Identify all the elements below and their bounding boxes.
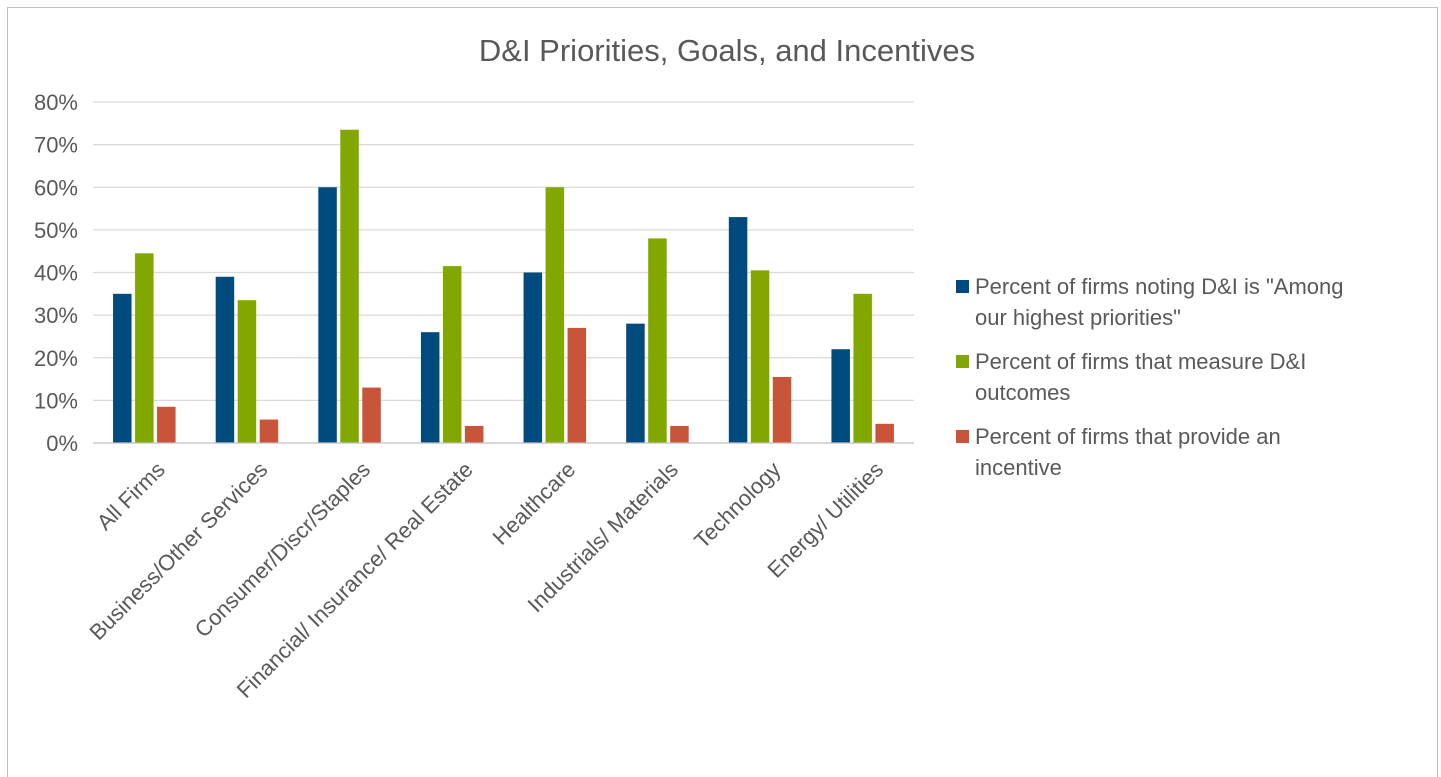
y-tick-label: 80% (34, 90, 78, 115)
y-tick-label: 50% (34, 218, 78, 243)
bar (567, 327, 587, 443)
bar (237, 300, 257, 443)
y-tick-label: 10% (34, 388, 78, 413)
bars (113, 129, 894, 444)
bar (750, 270, 770, 443)
bar (420, 332, 440, 443)
bar (545, 187, 565, 443)
y-tick-label: 20% (34, 346, 78, 371)
legend-item[interactable]: Percent of firms that measure D&I outcome… (956, 349, 1306, 405)
x-category-label: Business/Other Services (84, 457, 272, 645)
legend-label: our highest priorities" (975, 305, 1181, 330)
bar (259, 419, 279, 443)
x-category-label: Consumer/Discr/Staples (190, 457, 375, 642)
chart-title: D&I Priorities, Goals, and Incentives (479, 33, 975, 68)
legend-swatch (956, 355, 969, 368)
bar (626, 323, 645, 443)
legend-label: Percent of firms noting D&I is "Among (975, 274, 1344, 299)
x-category-label: All Firms (92, 457, 170, 535)
bar (875, 423, 894, 443)
y-tick-label: 60% (34, 175, 78, 200)
bar (772, 376, 792, 443)
bar (135, 253, 154, 443)
legend-label: incentive (975, 455, 1062, 480)
bar (362, 387, 381, 443)
legend[interactable]: Percent of firms noting D&I is "Among our… (956, 274, 1344, 480)
y-tick-label: 0% (46, 431, 78, 456)
bar (648, 238, 667, 443)
bar (340, 129, 359, 444)
bar (523, 272, 543, 443)
bar (157, 406, 176, 443)
bar (728, 217, 748, 443)
bar (113, 293, 132, 443)
bar (831, 349, 850, 443)
bar (442, 266, 462, 443)
bar (464, 425, 484, 443)
y-tick-label: 40% (34, 261, 78, 286)
legend-item[interactable]: Percent of firms that provide an incentiv… (956, 424, 1281, 480)
legend-label: outcomes (975, 380, 1070, 405)
x-category-label: Technology (689, 457, 785, 553)
y-axis-ticks: 0% 10% 20% 30% 40% 50% 60% 70% 80% (34, 90, 78, 456)
legend-swatch (956, 280, 969, 293)
y-tick-label: 30% (34, 303, 78, 328)
legend-swatch (956, 430, 969, 443)
bar (318, 187, 337, 443)
bar (670, 425, 689, 443)
x-category-label: Healthcare (487, 457, 580, 550)
legend-label: Percent of firms that measure D&I (975, 349, 1306, 374)
legend-item[interactable]: Percent of firms noting D&I is "Among our… (956, 274, 1344, 330)
legend-label: Percent of firms that provide an (975, 424, 1281, 449)
bar (853, 293, 872, 443)
y-tick-label: 70% (34, 133, 78, 158)
bar (215, 276, 235, 443)
